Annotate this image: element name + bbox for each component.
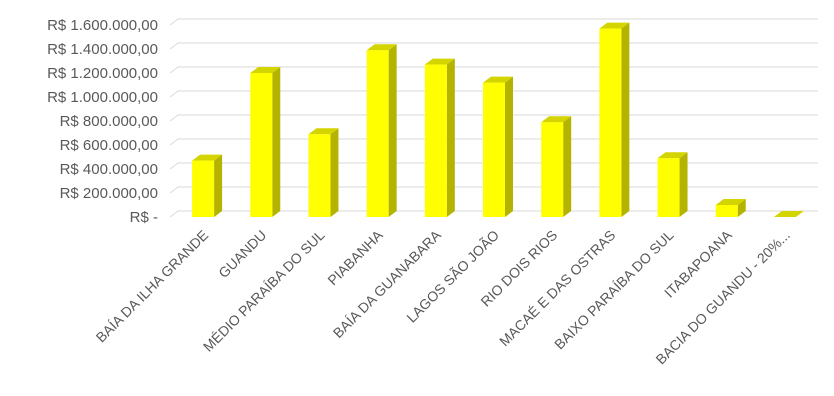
bar-front [366, 50, 389, 218]
bars [192, 22, 804, 218]
bar [715, 199, 746, 217]
bar-side [330, 128, 339, 217]
bar-front [715, 205, 738, 217]
bar [366, 44, 397, 218]
bar-front [657, 158, 680, 217]
y-tick-label: R$ 200.000,00 [60, 185, 158, 202]
bar-side [679, 152, 688, 217]
bar [192, 154, 223, 217]
y-tick-label: R$ 1.200.000,00 [47, 65, 158, 82]
gridline [169, 18, 818, 26]
x-tick-label: MÉDIO PARAÍBA DO SUL [200, 227, 328, 355]
bar-front [424, 64, 447, 217]
bar-front [599, 28, 622, 217]
bar [250, 67, 281, 217]
bar-top [308, 128, 339, 135]
x-tick-label: MACAÉ E DAS OSTRAS [496, 227, 618, 349]
bar-top [424, 58, 455, 65]
bar-front [192, 160, 215, 217]
x-tick-label: BAÍA DA GUANABARA [330, 226, 445, 341]
x-tick-label: BAIXO PARAÍBA DO SUL [551, 227, 677, 353]
bar-top [657, 152, 688, 159]
bar-top [192, 154, 223, 161]
bar-top [715, 199, 746, 205]
y-tick-label: R$ 1.000.000,00 [47, 89, 158, 106]
x-tick-label: PIABANHA [324, 226, 386, 288]
bar-side [563, 116, 572, 217]
bar [483, 76, 513, 217]
bar-top [541, 116, 572, 123]
y-tick-label: R$ 1.600.000,00 [47, 17, 158, 34]
bar-top [250, 67, 281, 73]
y-tick-label: R$ 600.000,00 [60, 137, 158, 154]
bar-side [446, 58, 455, 217]
bar-side [214, 154, 223, 217]
bar [599, 22, 630, 217]
x-tick-label: GUANDU [215, 227, 269, 281]
bar-front [483, 82, 505, 217]
bar-side [388, 44, 397, 218]
x-tick-label: BAÍA DA ILHA GRANDE [93, 227, 212, 346]
bar-side [621, 22, 630, 217]
y-axis-ticks: R$ - R$ 200.000,00 R$ 400.000,00 R$ 600.000… [47, 17, 158, 226]
bar-side [272, 67, 281, 217]
gridline [169, 42, 818, 50]
bar-front [308, 134, 331, 217]
bar-side [505, 76, 513, 217]
bar-front [250, 73, 273, 217]
y-tick-label: R$ 1.400.000,00 [47, 41, 158, 58]
bar-top [366, 44, 397, 51]
bar-top [483, 76, 513, 83]
y-tick-label: R$ - [130, 209, 158, 226]
bar [308, 128, 339, 217]
bar [541, 116, 572, 217]
bar [424, 58, 455, 217]
y-tick-label: R$ 800.000,00 [60, 113, 158, 130]
bar-front [541, 122, 564, 217]
gridlines [169, 18, 818, 218]
bar [657, 152, 688, 217]
y-tick-label: R$ 400.000,00 [60, 161, 158, 178]
bar-top [599, 22, 630, 29]
bar-top [773, 211, 804, 217]
bar [773, 211, 804, 217]
